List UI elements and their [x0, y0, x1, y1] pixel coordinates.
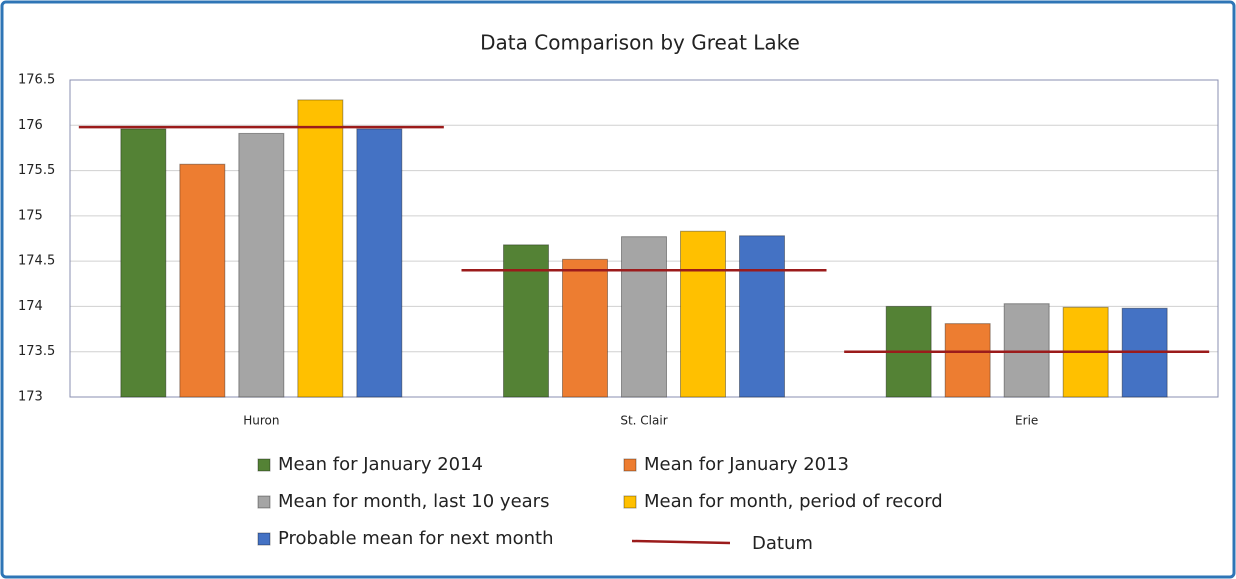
- bar: [1003, 303, 1050, 398]
- legend-label: Mean for January 2013: [644, 454, 849, 475]
- bar: [680, 230, 726, 398]
- bar: [120, 128, 167, 398]
- bar: [179, 163, 226, 398]
- y-tick-label: 176.5: [18, 73, 55, 88]
- bar: [297, 99, 344, 398]
- legend-swatch: [623, 458, 637, 472]
- legend-label: Probable mean for next month: [278, 528, 554, 549]
- legend-swatch: [257, 458, 271, 472]
- legend-swatch: [257, 495, 271, 509]
- y-tick-label: 173.5: [18, 344, 55, 359]
- bar: [238, 132, 285, 398]
- legend-label: Mean for January 2014: [278, 454, 483, 475]
- y-tick-label: 175: [18, 208, 43, 223]
- x-tick-label: Erie: [1015, 414, 1038, 428]
- bar: [944, 323, 991, 398]
- bar: [621, 236, 667, 398]
- y-tick-label: 176: [18, 118, 43, 133]
- bar: [562, 258, 608, 398]
- bar: [739, 235, 785, 398]
- legend-swatch: [257, 532, 271, 546]
- y-tick-label: 174.5: [18, 254, 55, 269]
- legend-swatch: [623, 495, 637, 509]
- chart-title: Data Comparison by Great Lake: [480, 31, 800, 55]
- bar: [356, 128, 403, 398]
- legend-line: [631, 539, 731, 545]
- x-tick-label: Huron: [243, 414, 279, 428]
- bar: [503, 244, 549, 398]
- legend-label: Mean for month, last 10 years: [278, 491, 549, 512]
- legend-label: Datum: [752, 533, 813, 554]
- legend-label: Mean for month, period of record: [644, 491, 943, 512]
- x-tick-label: St. Clair: [620, 414, 667, 428]
- y-tick-label: 173: [18, 390, 43, 405]
- y-tick-label: 174: [18, 299, 43, 314]
- y-tick-label: 175.5: [18, 163, 55, 178]
